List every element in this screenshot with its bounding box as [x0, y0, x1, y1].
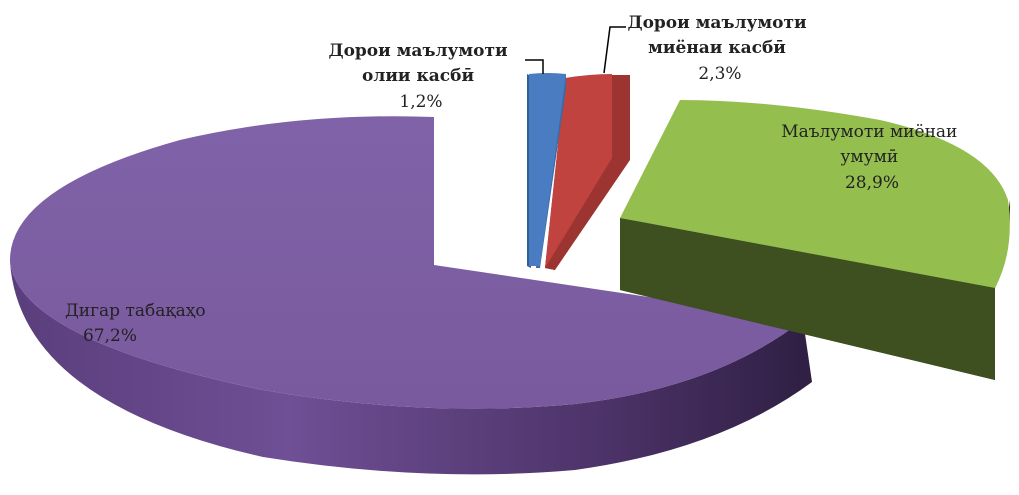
label-other-strata-line1: Дигар табақаҳо [65, 301, 206, 321]
label-higher-vocational-value: 1,2% [399, 92, 442, 112]
svg-text:Дорои маълумоти миёнаи кас: Дорои маълумоти миёнаи касбӣ 2,3% [627, 13, 812, 84]
label-secondary-vocational-line2: миёнаи касбӣ [648, 38, 786, 58]
slice-general-secondary [620, 100, 1011, 380]
label-higher-vocational-line1: Дорои маълумоти [328, 41, 508, 61]
label-higher-vocational-line2: олии касбӣ [362, 66, 474, 86]
label-secondary-vocational-line1: Дорои маълумоти [627, 13, 807, 33]
slice-secondary-vocational-top [545, 74, 612, 268]
slice-secondary-vocational [545, 74, 630, 270]
svg-text:Дигар табақаҳо 67,2%: Дигар табақаҳо 67,2% [65, 301, 211, 346]
leader-line-secondary-vocational [603, 26, 626, 74]
svg-text:Маълумоти миёнаи умумӣ: Маълумоти миёнаи умумӣ 28,9% [781, 122, 963, 193]
slice-other-strata-top [9, 116, 804, 409]
label-other-strata-value: 67,2% [83, 326, 137, 346]
label-general-secondary-value: 28,9% [845, 173, 899, 193]
label-general-secondary-line2: умумӣ [840, 147, 898, 167]
slice-higher-vocational [527, 73, 566, 268]
svg-text:Дорои маълумоти олии касбӣ: Дорои маълумоти олии касбӣ 1,2% [328, 41, 513, 112]
slice-other-strata-side [10, 262, 812, 475]
slice-general-secondary-front [620, 218, 995, 380]
leader-line-higher-vocational [525, 59, 544, 74]
slice-other-strata [9, 116, 812, 475]
label-general-secondary-line1: Маълумоти миёнаи [781, 122, 957, 142]
label-secondary-vocational-value: 2,3% [698, 64, 741, 84]
slice-general-secondary-top [620, 100, 1010, 288]
slice-higher-vocational-top [529, 73, 566, 266]
